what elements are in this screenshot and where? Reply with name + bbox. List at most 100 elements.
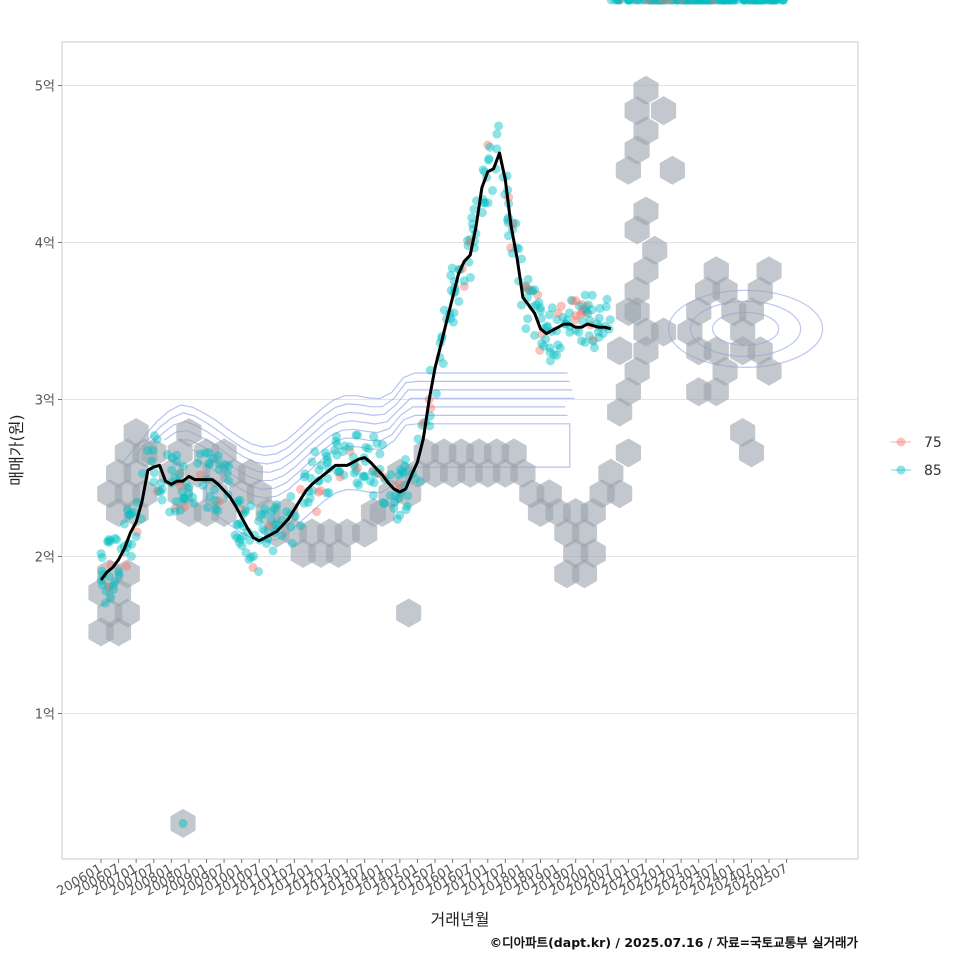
point-75	[556, 301, 566, 311]
density-contour	[205, 423, 571, 542]
point-85	[296, 521, 306, 531]
hexbin-cell	[211, 498, 237, 527]
hexbin-cell	[114, 559, 140, 589]
point-85	[488, 186, 498, 196]
point-85	[769, 0, 779, 5]
point-85	[650, 0, 660, 5]
point-85	[650, 0, 660, 5]
point-85	[447, 263, 457, 273]
point-85	[258, 524, 268, 534]
point-75	[345, 446, 355, 456]
hexbin-cell	[703, 336, 729, 366]
point-85	[310, 447, 320, 457]
point-85	[492, 129, 502, 139]
point-85	[222, 468, 232, 478]
point-85	[655, 0, 665, 5]
point-85	[281, 507, 291, 517]
point-85	[232, 533, 242, 543]
point-85	[757, 0, 767, 5]
trend-line	[99, 151, 612, 581]
point-75	[706, 0, 716, 5]
hexbin-cell	[738, 438, 764, 468]
point-85	[588, 336, 598, 346]
point-75	[588, 335, 598, 345]
point-85	[259, 509, 269, 519]
point-85	[446, 270, 456, 280]
point-85	[752, 0, 762, 5]
point-75	[581, 301, 591, 311]
point-85	[613, 0, 623, 5]
point-85	[287, 538, 297, 548]
point-85	[332, 432, 342, 442]
point-85	[673, 0, 683, 5]
point-85	[689, 0, 699, 5]
point-85	[530, 330, 540, 340]
point-85	[149, 468, 159, 478]
point-85	[172, 456, 182, 466]
point-85	[650, 0, 660, 5]
point-85	[316, 460, 326, 470]
point-85	[372, 438, 382, 448]
point-85	[756, 0, 766, 5]
point-85	[658, 0, 668, 5]
point-85	[184, 488, 194, 498]
point-85	[751, 0, 761, 5]
hexbin-cell	[633, 336, 659, 366]
point-85	[681, 0, 691, 5]
point-85	[698, 0, 708, 5]
point-85	[214, 465, 224, 475]
point-85	[623, 0, 633, 5]
density-contour	[135, 380, 570, 457]
point-75	[180, 502, 190, 512]
point-85	[761, 0, 771, 5]
point-85	[396, 464, 406, 474]
point-85	[110, 533, 120, 543]
point-85	[308, 486, 318, 496]
point-85	[126, 551, 136, 561]
point-85	[655, 0, 665, 5]
hexbin-cell	[598, 458, 624, 488]
point-75	[615, 0, 625, 5]
point-85	[262, 538, 272, 548]
point-85	[753, 0, 763, 5]
point-85	[752, 0, 762, 5]
point-85	[338, 447, 348, 457]
point-85	[188, 492, 198, 502]
hexbin-cell	[659, 155, 685, 185]
point-85	[623, 0, 633, 5]
point-85	[678, 0, 688, 5]
point-85	[772, 0, 782, 5]
point-85	[758, 0, 768, 5]
point-85	[566, 295, 576, 305]
point-85	[724, 0, 734, 5]
point-75	[335, 472, 345, 482]
point-85	[162, 450, 172, 460]
point-85	[668, 0, 678, 5]
hexbin-cell	[651, 317, 677, 347]
point-85	[394, 493, 404, 503]
point-85	[438, 359, 448, 369]
point-85	[653, 0, 663, 5]
point-85	[148, 445, 158, 455]
point-85	[640, 0, 650, 5]
point-85	[492, 144, 502, 154]
point-85	[307, 457, 317, 467]
point-85	[205, 491, 215, 501]
point-75	[676, 0, 686, 5]
point-85	[653, 0, 663, 5]
hexbin-cell	[615, 155, 641, 185]
point-85	[256, 509, 266, 519]
point-85	[755, 0, 765, 5]
point-85	[365, 476, 375, 486]
point-85	[214, 459, 224, 469]
point-85	[454, 296, 464, 306]
point-85	[306, 473, 316, 483]
hexbin-cell	[607, 336, 633, 366]
point-85	[753, 0, 763, 5]
point-75	[553, 308, 563, 318]
point-85	[527, 286, 537, 296]
point-85	[718, 0, 728, 5]
hexbin-cell	[114, 438, 140, 468]
point-85	[101, 586, 111, 596]
